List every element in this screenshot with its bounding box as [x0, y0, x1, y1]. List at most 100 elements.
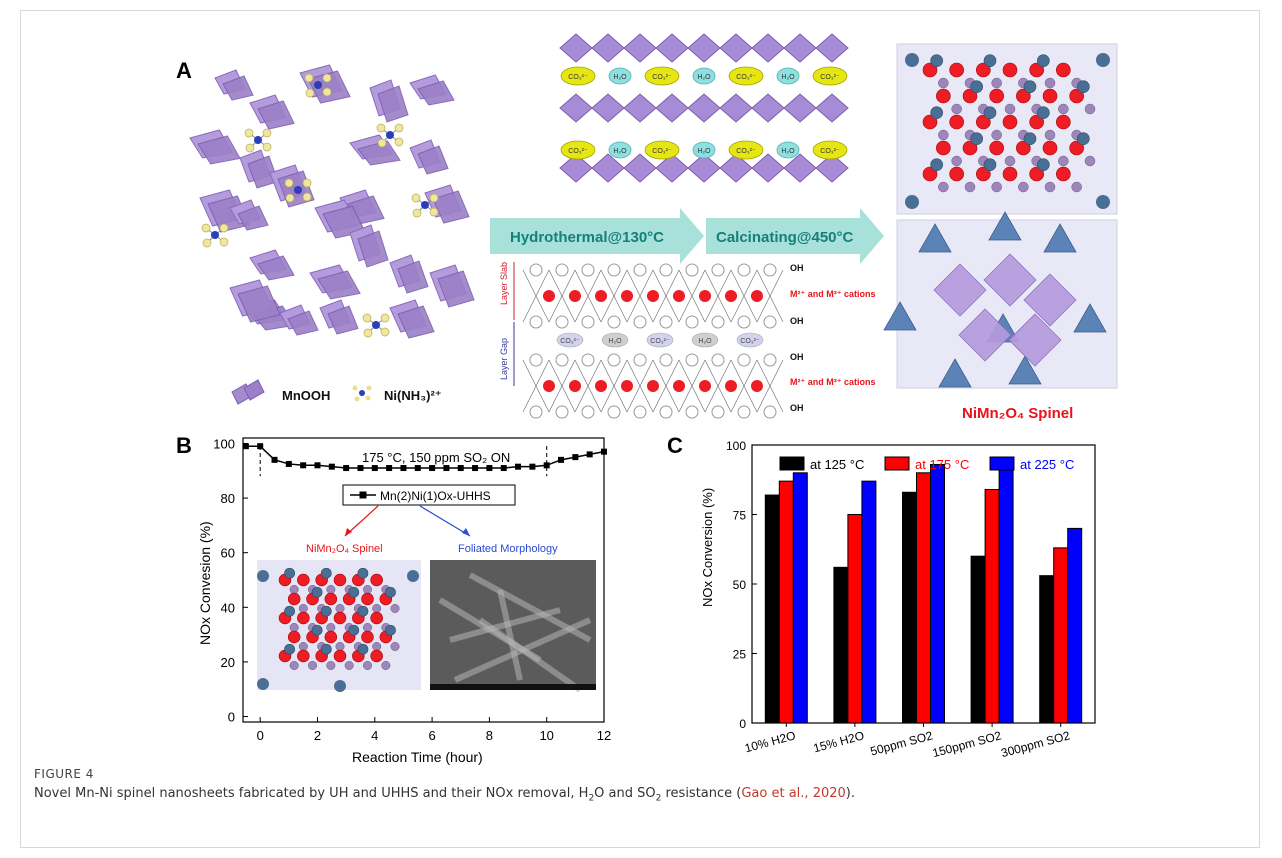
- y-tick-label: 100: [213, 436, 235, 451]
- octahedron: [983, 253, 1037, 307]
- mn-atom: [964, 181, 976, 193]
- ni-atom: [311, 586, 323, 598]
- ni-atom: [930, 106, 943, 120]
- oxygen-atom: [1056, 62, 1071, 78]
- h2o-label: H₂O: [608, 338, 622, 345]
- ni-atom: [257, 570, 269, 582]
- chart-b-annotation: 175 °C, 150 ppm SO₂ ON: [362, 450, 510, 465]
- h2o-molecule: [692, 67, 716, 85]
- h2o-label: H₂O: [698, 338, 712, 345]
- calcinating-arrow: [706, 208, 884, 264]
- ni-atom: [1037, 158, 1050, 172]
- mn-atom: [289, 623, 299, 632]
- mn-atom: [326, 661, 336, 670]
- ni-atom: [284, 605, 295, 617]
- x-tick-label: 300ppm SO2: [1000, 728, 1072, 760]
- legend-swatch: [779, 456, 805, 471]
- ldh-schematic: Layer Slab Layer Gap OH M²⁺ and M³⁺ cati…: [499, 262, 876, 419]
- oxygen-atom: [333, 573, 347, 587]
- ni-atom: [385, 624, 396, 636]
- data-point: [357, 465, 364, 472]
- mn-atom: [289, 585, 299, 594]
- ni-atom: [407, 570, 419, 582]
- data-point: [328, 463, 335, 470]
- mn-atom: [326, 623, 336, 632]
- h2o-label: H₂O: [781, 74, 795, 81]
- data-point: [429, 465, 436, 472]
- ni-atom: [284, 567, 295, 579]
- ni-center: [254, 136, 262, 144]
- mn-atom: [344, 661, 354, 670]
- chart-b: 175 °C, 150 ppm SO₂ ON 0 2 4 6 8 10 12 0 20 40 60 8…: [197, 436, 611, 765]
- nh3-ligand: [376, 123, 386, 133]
- mn-atom: [335, 642, 345, 651]
- data-point: [500, 465, 507, 472]
- octahedron: [687, 33, 721, 63]
- ni-center: [211, 231, 219, 239]
- mn-atom: [991, 77, 1002, 89]
- ni-atom: [905, 53, 919, 67]
- octahedron: [623, 153, 657, 183]
- legend-ni-label: Ni(NH₃)²⁺: [384, 388, 442, 403]
- oxygen-atom: [976, 114, 991, 130]
- h2o-label: H₂O: [781, 148, 795, 155]
- x-tick-label: 4: [371, 728, 378, 743]
- nh3-ligand: [429, 193, 439, 203]
- nanosheet: [478, 617, 582, 693]
- legend-swatch: [884, 456, 910, 471]
- co3-label: CO₃²⁻: [740, 338, 760, 345]
- mn-atom: [372, 604, 382, 613]
- chart-b-legend-label: Mn(2)Ni(1)Ox-UHHS: [380, 489, 491, 503]
- mn-atom: [363, 661, 372, 670]
- x-tick-label: 0: [257, 728, 264, 743]
- mn-atom: [390, 604, 400, 613]
- octahedron: [655, 93, 689, 123]
- oxygen-atom: [333, 649, 347, 663]
- metal-cation: [647, 290, 659, 302]
- oxygen-atom: [949, 62, 964, 78]
- mn-atom: [1058, 155, 1069, 167]
- h2o-molecule: [608, 67, 632, 85]
- ni-center: [294, 186, 302, 194]
- nh3-ligand: [380, 313, 390, 323]
- nh3-ligand: [262, 142, 272, 152]
- nh3-ligand: [304, 73, 314, 83]
- nh3-ligand: [377, 138, 387, 148]
- x-tick-label: 8: [486, 728, 493, 743]
- nh3-ligand: [244, 128, 254, 138]
- h2o-label: H₂O: [613, 74, 627, 81]
- metal-cation: [543, 380, 555, 392]
- nh3-ligand: [262, 128, 272, 138]
- tetrahedron: [1008, 355, 1042, 385]
- ni-atom: [970, 80, 983, 94]
- nh3-ligand: [284, 178, 294, 188]
- reference-link[interactable]: Gao et al., 2020: [741, 786, 846, 801]
- h2o-molecule: [608, 141, 632, 159]
- ni-atom: [1077, 80, 1090, 94]
- x-tick-label: 2: [314, 728, 321, 743]
- spinel-title: NiMn₂O₄ Spinel: [962, 405, 1073, 422]
- bar: [916, 472, 931, 724]
- octahedron: [815, 93, 849, 123]
- mnooh-sheet: [397, 305, 435, 339]
- cations-label-2: M²⁺ and M³⁺ cations: [790, 377, 876, 387]
- data-point: [371, 465, 378, 472]
- oxygen-atom: [361, 592, 374, 606]
- oxygen-atom: [1029, 62, 1044, 78]
- ni-atom: [930, 54, 943, 68]
- mnooh-sheet: [257, 255, 295, 281]
- ni-atom: [284, 643, 295, 655]
- metal-cation: [569, 380, 581, 392]
- co3-anion: [560, 140, 596, 160]
- h2o-label: H₂O: [697, 74, 711, 81]
- nh3-ligand: [219, 223, 229, 233]
- data-point: [443, 465, 450, 472]
- data-point: [529, 463, 536, 470]
- octahedron: [1023, 273, 1077, 327]
- mnooh-sheet: [417, 80, 455, 106]
- co3-anion: [728, 140, 764, 160]
- oxygen-atom: [1029, 166, 1044, 182]
- oxygen-atom: [1029, 114, 1044, 130]
- oxygen-atom: [1069, 88, 1084, 104]
